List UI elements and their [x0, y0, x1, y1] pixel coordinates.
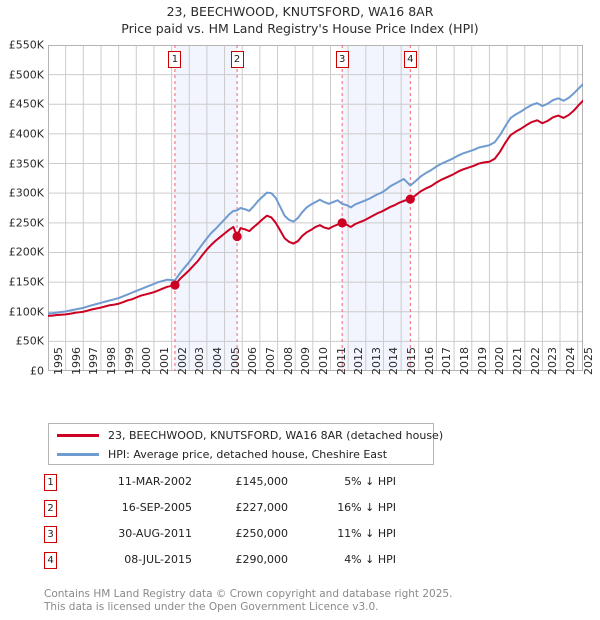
- footer-line-copyright: Contains HM Land Registry data © Crown c…: [44, 588, 453, 600]
- x-axis-tick-label: 2020: [493, 347, 507, 375]
- x-axis-tick-label: 2012: [352, 347, 366, 375]
- legend-item-price-paid: 23, BEECHWOOD, KNUTSFORD, WA16 8AR (deta…: [57, 426, 443, 444]
- y-axis-tick-label: £350K: [8, 157, 44, 171]
- x-axis-tick-label: 2010: [316, 347, 330, 375]
- transaction-hpi-delta: 5% ↓ HPI: [344, 475, 396, 488]
- transaction-price: £250,000: [235, 527, 289, 540]
- page-subtitle: Price paid vs. HM Land Registry's House …: [121, 21, 479, 36]
- y-axis-tick-label: £150K: [8, 275, 44, 289]
- x-axis-tick-label: 2005: [228, 347, 242, 375]
- transaction-marker-1: 1: [44, 474, 57, 491]
- table-row: 4 08-JUL-2015 £290,000 4% ↓ HPI: [44, 550, 444, 576]
- x-axis-tick-label: 2009: [299, 347, 313, 375]
- transaction-hpi-delta: 11% ↓ HPI: [337, 527, 396, 540]
- x-axis-tick-label: 2022: [528, 347, 542, 375]
- footer-attribution: Contains HM Land Registry data © Crown c…: [44, 588, 564, 614]
- x-axis-tick-label: 2011: [334, 347, 348, 375]
- transaction-marker-4: 4: [44, 552, 57, 569]
- transaction-date: 16-SEP-2005: [121, 501, 192, 514]
- x-axis-tick-label: 2025: [581, 347, 595, 375]
- legend-item-hpi: HPI: Average price, detached house, Ches…: [57, 445, 387, 463]
- transaction-price: £145,000: [235, 475, 289, 488]
- chart-title-block: 23, BEECHWOOD, KNUTSFORD, WA16 8AR Price…: [0, 3, 600, 37]
- chart-svg: [48, 45, 583, 371]
- x-axis-tick-label: 2018: [458, 347, 472, 375]
- transaction-hpi-delta: 16% ↓ HPI: [337, 501, 396, 514]
- x-axis-tick-label: 2021: [511, 347, 525, 375]
- chart-marker-4: 4: [403, 51, 417, 69]
- x-axis-tick-label: 2016: [422, 347, 436, 375]
- chart-plot-area: [48, 45, 583, 371]
- x-axis-tick-label: 2006: [246, 347, 260, 375]
- transaction-hpi-delta: 4% ↓ HPI: [344, 553, 396, 566]
- transaction-marker-2: 2: [44, 500, 57, 517]
- x-axis-tick-label: 2007: [263, 347, 277, 375]
- y-axis-tick-label: £300K: [8, 186, 44, 200]
- chart-marker-1: 1: [168, 51, 182, 69]
- footer-line-licence: This data is licensed under the Open Gov…: [44, 601, 379, 613]
- transactions-table: 1 11-MAR-2002 £145,000 5% ↓ HPI 2 16-SEP…: [44, 472, 444, 576]
- transaction-marker-3: 3: [44, 526, 57, 543]
- x-axis-tick-label: 1999: [122, 347, 136, 375]
- y-axis-tick-label: £550K: [8, 38, 44, 52]
- x-axis-tick-label: 2024: [564, 347, 578, 375]
- x-axis-tick-label: 2015: [405, 347, 419, 375]
- transaction-date: 30-AUG-2011: [118, 527, 192, 540]
- y-axis-tick-label: £50K: [15, 334, 44, 348]
- x-axis-tick-label: 2017: [440, 347, 454, 375]
- x-axis-tick-label: 2004: [210, 347, 224, 375]
- x-axis-tick-label: 2014: [387, 347, 401, 375]
- legend-swatch-price-paid: [57, 433, 99, 437]
- x-axis-tick-label: 1996: [69, 347, 83, 375]
- chart-marker-3: 3: [335, 51, 349, 69]
- x-axis-tick-label: 1995: [52, 347, 65, 375]
- table-row: 2 16-SEP-2005 £227,000 16% ↓ HPI: [44, 498, 444, 524]
- x-axis-tick-label: 2013: [369, 347, 383, 375]
- x-axis-tick-label: 2001: [157, 347, 171, 375]
- table-row: 3 30-AUG-2011 £250,000 11% ↓ HPI: [44, 524, 444, 550]
- transaction-price: £290,000: [235, 553, 289, 566]
- x-axis-tick-label: 2008: [281, 347, 295, 375]
- page-title: 23, BEECHWOOD, KNUTSFORD, WA16 8AR: [166, 4, 434, 19]
- chart-legend: 23, BEECHWOOD, KNUTSFORD, WA16 8AR (deta…: [48, 423, 443, 465]
- table-row: 1 11-MAR-2002 £145,000 5% ↓ HPI: [44, 472, 444, 498]
- x-axis-tick-label: 1998: [104, 347, 118, 375]
- y-axis-tick-label: £500K: [8, 68, 44, 82]
- x-axis-tick-label: 2002: [175, 347, 189, 375]
- legend-label-price-paid: 23, BEECHWOOD, KNUTSFORD, WA16 8AR (deta…: [108, 428, 444, 442]
- y-axis-tick-label: £250K: [8, 216, 44, 230]
- y-axis-tick-label: £100K: [8, 305, 44, 319]
- x-axis-tick-label: 2023: [546, 347, 560, 375]
- y-axis-tick-label: £400K: [8, 127, 44, 141]
- x-axis-tick-label: 1997: [87, 347, 101, 375]
- transaction-date: 08-JUL-2015: [124, 553, 192, 566]
- y-axis-tick-label: £450K: [8, 97, 44, 111]
- chart-marker-2: 2: [230, 51, 244, 69]
- y-axis-tick-label: £0: [30, 364, 44, 378]
- x-axis-tick-label: 2019: [475, 347, 489, 375]
- y-axis-tick-label: £200K: [8, 245, 44, 259]
- transaction-price: £227,000: [235, 501, 289, 514]
- x-axis-tick-label: 2003: [193, 347, 207, 375]
- legend-swatch-hpi: [57, 452, 99, 456]
- transaction-date: 11-MAR-2002: [117, 475, 192, 488]
- legend-label-hpi: HPI: Average price, detached house, Ches…: [108, 447, 388, 461]
- x-axis-tick-label: 2000: [140, 347, 154, 375]
